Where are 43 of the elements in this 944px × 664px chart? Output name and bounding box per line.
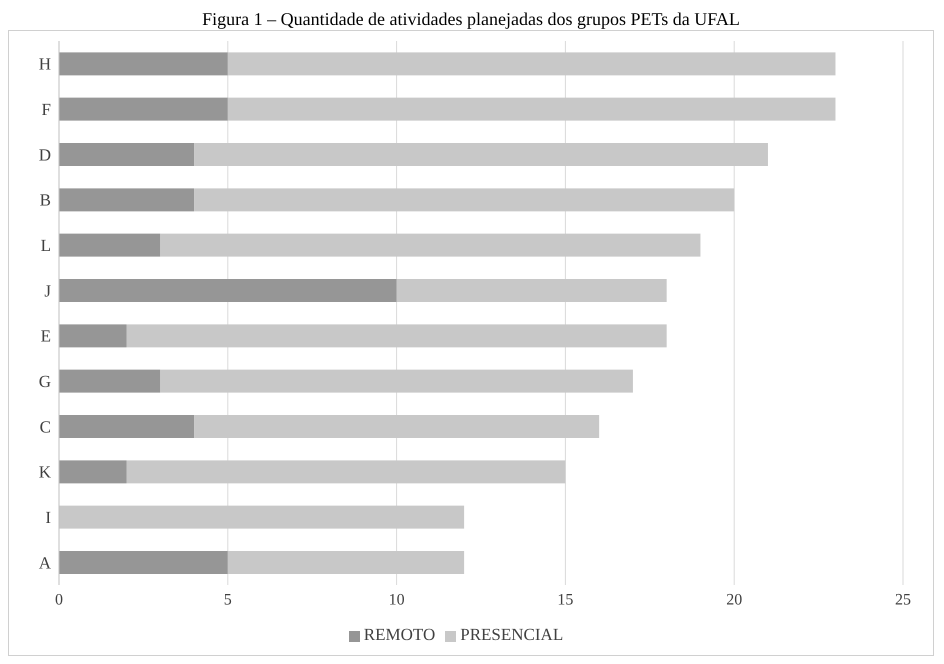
legend-label: PRESENCIAL [460,625,564,644]
legend-label: REMOTO [364,625,436,644]
bar [59,143,194,166]
y-tick-label: A [38,553,52,572]
y-tick-label: E [40,326,51,346]
x-tick-label: 10 [388,591,405,608]
bar [194,415,600,438]
bar [59,188,194,212]
bar [59,52,228,76]
x-tick-label: 0 [55,591,63,608]
bar [194,143,768,166]
y-tick-label: F [42,100,51,120]
bar [59,460,127,484]
bar [59,324,127,348]
y-tick-label: C [40,417,51,436]
bar [160,370,633,393]
bar [228,52,836,76]
bar [194,188,734,212]
x-tick-label: 25 [895,591,911,608]
x-tick-label: 5 [224,591,232,608]
bar [59,415,194,438]
y-tick-label: D [38,145,51,164]
y-tick-label: H [38,54,51,74]
bar [59,279,397,302]
chart-title: Figura 1 – Quantidade de atividades planejadas dos grupos PETs da UFAL [201,8,741,30]
bar [228,551,464,574]
x-tick-label: 20 [726,591,742,608]
y-tick-label: I [45,508,52,528]
bar [396,279,667,302]
bar [160,234,700,257]
bar [59,234,160,257]
bar [59,551,228,574]
bar [126,324,667,348]
x-tick-label: 15 [557,591,574,608]
bar [59,98,228,121]
y-tick-label: B [40,190,51,210]
y-tick-label: G [38,372,51,392]
y-tick-label: K [38,462,52,482]
bar [228,98,836,121]
bar [126,460,566,484]
y-tick-label: L [40,236,51,256]
y-tick-label: J [44,281,52,300]
bar [59,370,160,393]
